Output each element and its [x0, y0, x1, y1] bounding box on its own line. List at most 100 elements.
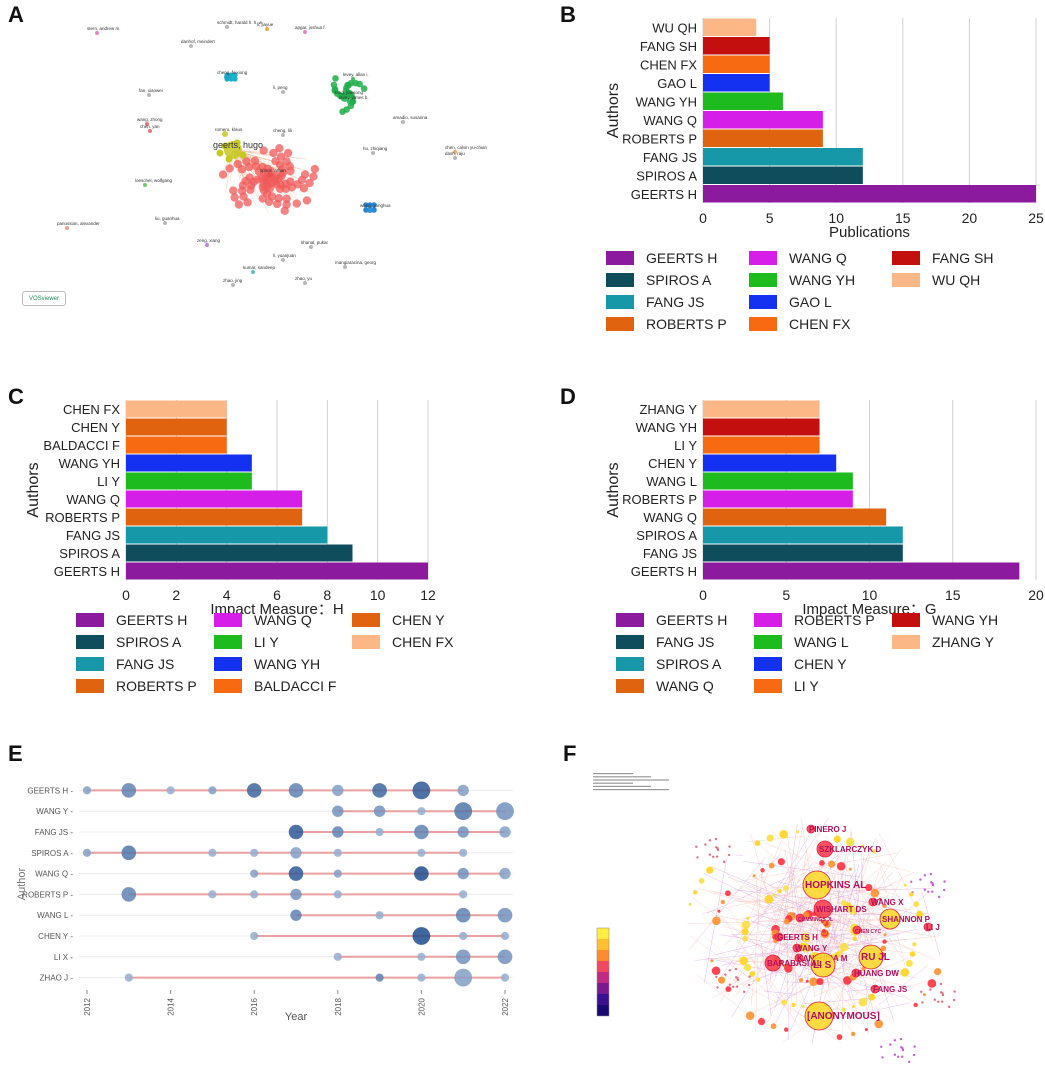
legend-swatch: [616, 613, 644, 627]
y-tick-label: CHEN Y: [648, 456, 697, 471]
cluster-node-green: [331, 85, 339, 93]
citation-node: [878, 897, 882, 901]
legend-swatch: [76, 635, 104, 649]
legend-item: ROBERTS P: [606, 316, 727, 332]
peripheral-node: [910, 880, 913, 883]
peripheral-node: [920, 990, 923, 993]
panel-label-d: D: [560, 384, 576, 409]
citation-node: [743, 963, 752, 972]
key-citation-node: [816, 840, 834, 858]
citation-edge: [828, 864, 851, 932]
citation-edge: [791, 823, 825, 896]
citation-edge: [832, 913, 890, 930]
x-tick-label: 5: [782, 587, 790, 603]
author-node-label: levey, james b.: [339, 95, 369, 100]
citation-edge: [821, 871, 899, 1007]
peripheral-node: [900, 1046, 903, 1049]
citation-edge: [725, 871, 805, 951]
y-tick-label: LI Y: [674, 438, 697, 453]
bar: [703, 472, 853, 490]
g-index-legend: GEERTS H FANG JS SPIROS A WANG Q ROBERTS P WA…: [616, 612, 1036, 722]
x-tick-label: 20: [962, 210, 978, 226]
citation-edge: [704, 957, 821, 981]
citation-node: [934, 968, 942, 976]
legend-item: GEERTS H: [616, 612, 727, 628]
legend-item: FANG SH: [892, 250, 993, 266]
legend-swatch: [754, 679, 782, 693]
citation-node: [836, 861, 846, 871]
year-point: [497, 949, 513, 965]
y-tick-label: ROBERTS P: [622, 492, 697, 507]
author-label: GEERTS H -: [27, 786, 73, 795]
bar: [703, 418, 820, 436]
citation-node: [913, 901, 920, 908]
x-tick-label: 10: [370, 587, 386, 603]
y-tick-label: CHEN FX: [63, 402, 120, 417]
year-point: [332, 805, 344, 817]
peripheral-node: [933, 998, 937, 1001]
author-node: [367, 207, 373, 213]
legend-swatch: [749, 295, 777, 309]
citation-node: [739, 956, 748, 965]
citation-label: LI J: [926, 923, 940, 932]
year-point: [208, 786, 217, 795]
year-point: [250, 848, 259, 857]
cluster-node-red: [275, 144, 284, 153]
cluster-node-red: [271, 156, 280, 166]
author-node-label: spiros, athan: [260, 168, 286, 173]
legend-item: WU QH: [892, 272, 980, 288]
x-tick-label: 2014: [167, 997, 176, 1015]
peripheral-node: [930, 881, 933, 884]
year-point: [290, 909, 302, 921]
legend-swatch: [749, 251, 777, 265]
info-text-line: [593, 776, 651, 778]
year-point: [288, 866, 304, 881]
legend-swatch: [754, 635, 782, 649]
citation-node: [913, 1002, 918, 1008]
cluster-node-green: [360, 85, 368, 92]
author-node-label: zhao, yu: [295, 276, 313, 281]
citation-node: [720, 899, 726, 905]
bar: [703, 436, 820, 454]
author-node-label: stern, andrew m.: [87, 26, 121, 31]
cluster-node-green: [348, 98, 356, 106]
citation-node: [805, 945, 812, 952]
citation-node: [711, 966, 721, 976]
author-node-label: li, peng: [273, 85, 288, 90]
y-tick-label: WANG YH: [636, 420, 697, 435]
legend-label: WANG YH: [932, 612, 999, 628]
citation-node: [858, 997, 868, 1007]
author-label: SPIROS A -: [31, 849, 73, 858]
citation-edge: [735, 901, 852, 904]
citation-edge: [879, 833, 934, 943]
citation-label: RU JL: [861, 952, 890, 963]
author-node-label: loeschel, wolfgang: [135, 178, 173, 183]
citation-edge: [825, 1028, 840, 1032]
peripheral-node: [742, 990, 746, 994]
year-point: [246, 783, 262, 798]
citation-edge: [753, 944, 847, 981]
author-node-label: fang, jiansong: [335, 90, 364, 95]
citation-node: [882, 903, 887, 909]
legend-label: CHEN FX: [789, 316, 851, 332]
citation-node: [850, 1031, 856, 1037]
y-axis-label: Authors: [605, 462, 622, 517]
author-node: [65, 226, 69, 230]
citation-node: [688, 902, 692, 906]
legend-swatch: [616, 635, 644, 649]
author-node-label: kumar, sandeep: [243, 265, 276, 270]
bar: [703, 526, 903, 544]
year-point: [208, 848, 217, 857]
year-point: [499, 826, 511, 838]
cluster-node-red: [299, 184, 309, 193]
key-citation-node: [792, 943, 802, 953]
author-node: [147, 93, 151, 97]
bar: [703, 508, 887, 526]
panel-label-b: B: [560, 2, 576, 27]
legend-swatch: [76, 679, 104, 693]
peripheral-node: [929, 872, 933, 876]
bar: [703, 92, 783, 110]
peripheral-node: [889, 1043, 892, 1046]
citation-node: [852, 936, 857, 942]
legend-label: ZHANG Y: [932, 634, 994, 650]
